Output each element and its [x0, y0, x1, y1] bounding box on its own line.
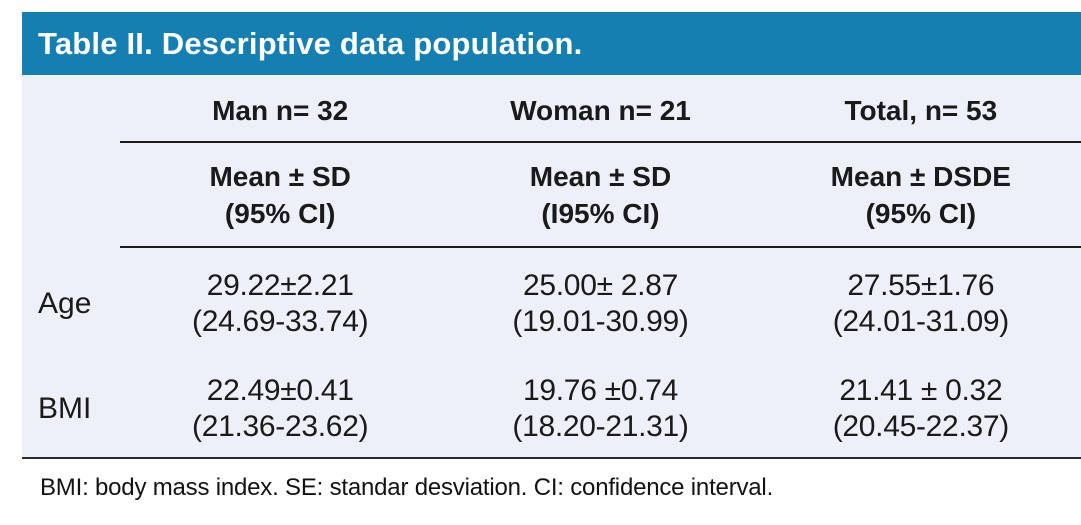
corner-cell-sub — [22, 143, 120, 248]
cell-age-woman-ci: (19.01-30.99) — [512, 305, 689, 338]
subheader-man-line2: (95% CI) — [224, 197, 336, 229]
subheader-woman-line2: (I95% CI) — [541, 197, 660, 229]
cell-age-man-mean: 29.22±2.21 — [206, 269, 354, 302]
subheader-total-line1: Mean ± DSDE — [830, 160, 1011, 192]
cell-bmi-total-mean: 21.41 ± 0.32 — [839, 373, 1003, 407]
corner-cell-top — [22, 75, 120, 143]
subheader-woman: Mean ± SD (I95% CI) — [440, 143, 761, 248]
subheader-total-line2: (95% CI) — [865, 197, 977, 229]
subheader-man-line1: Mean ± SD — [209, 160, 351, 192]
cell-age-man: 29.22±2.21 (24.69-33.74) — [120, 248, 440, 360]
cell-age-woman-mean: 25.00± 2.87 — [523, 269, 678, 302]
column-header-total: Total, n= 53 — [760, 75, 1081, 143]
cell-bmi-man-ci: (21.36-23.62) — [192, 409, 369, 443]
column-header-man: Man n= 32 — [120, 75, 441, 143]
cell-bmi-man: 22.49±0.41 (21.36-23.62) — [120, 360, 440, 457]
cell-age-man-ci: (24.69-33.74) — [192, 305, 369, 338]
table-title-bar: Table II. Descriptive data population. — [22, 12, 1081, 75]
cell-bmi-woman: 19.76 ±0.74 (18.20-21.31) — [440, 360, 760, 457]
table-footnote: BMI: body mass index. SE: standar desvia… — [40, 474, 774, 501]
table-title: Table II. Descriptive data population. — [38, 25, 583, 61]
cell-bmi-man-mean: 22.49±0.41 — [206, 373, 354, 407]
cell-bmi-total: 21.41 ± 0.32 (20.45-22.37) — [761, 360, 1081, 457]
subheader-man: Mean ± SD (95% CI) — [120, 143, 441, 248]
cell-bmi-woman-mean: 19.76 ±0.74 — [523, 373, 678, 407]
data-table: Man n= 32 Woman n= 21 Total, n= 53 Mean … — [22, 75, 1081, 457]
table-panel: Man n= 32 Woman n= 21 Total, n= 53 Mean … — [22, 75, 1081, 459]
cell-age-total-ci: (24.01-31.09) — [832, 305, 1010, 338]
cell-age-total-mean: 27.55±1.76 — [847, 269, 995, 302]
row-label-bmi: BMI — [38, 391, 92, 425]
cell-bmi-woman-ci: (18.20-21.31) — [512, 409, 689, 443]
subheader-total: Mean ± DSDE (95% CI) — [760, 143, 1081, 248]
cell-age-total: 27.55±1.76 (24.01-31.09) — [761, 248, 1081, 360]
cell-bmi-total-ci: (20.45-22.37) — [832, 409, 1010, 443]
cell-age-woman: 25.00± 2.87 (19.01-30.99) — [440, 248, 760, 360]
subheader-woman-line1: Mean ± SD — [529, 160, 672, 192]
column-header-woman: Woman n= 21 — [440, 75, 761, 143]
row-label-age: Age — [38, 287, 92, 320]
